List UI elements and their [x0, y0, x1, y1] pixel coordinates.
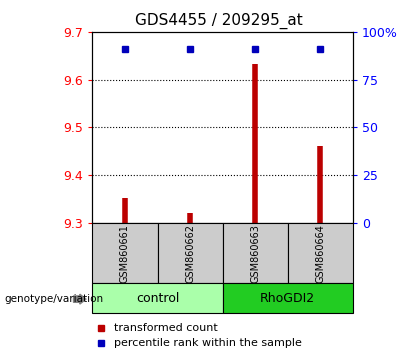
Text: GSM860664: GSM860664	[315, 224, 325, 282]
Text: control: control	[136, 292, 179, 305]
Bar	[92, 223, 158, 283]
Text: GSM860662: GSM860662	[185, 224, 195, 282]
Bar	[223, 283, 353, 313]
Text: RhoGDI2: RhoGDI2	[260, 292, 315, 305]
Bar	[288, 223, 353, 283]
Text: GSM860661: GSM860661	[120, 224, 130, 282]
Bar	[158, 223, 223, 283]
Text: genotype/variation: genotype/variation	[4, 294, 103, 304]
Text: GDS4455 / 209295_at: GDS4455 / 209295_at	[134, 12, 302, 29]
Text: GSM860663: GSM860663	[250, 224, 260, 282]
Bar	[92, 283, 223, 313]
FancyArrow shape	[74, 294, 86, 304]
Bar	[223, 223, 288, 283]
Text: transformed count: transformed count	[113, 322, 217, 332]
Text: percentile rank within the sample: percentile rank within the sample	[113, 338, 302, 348]
